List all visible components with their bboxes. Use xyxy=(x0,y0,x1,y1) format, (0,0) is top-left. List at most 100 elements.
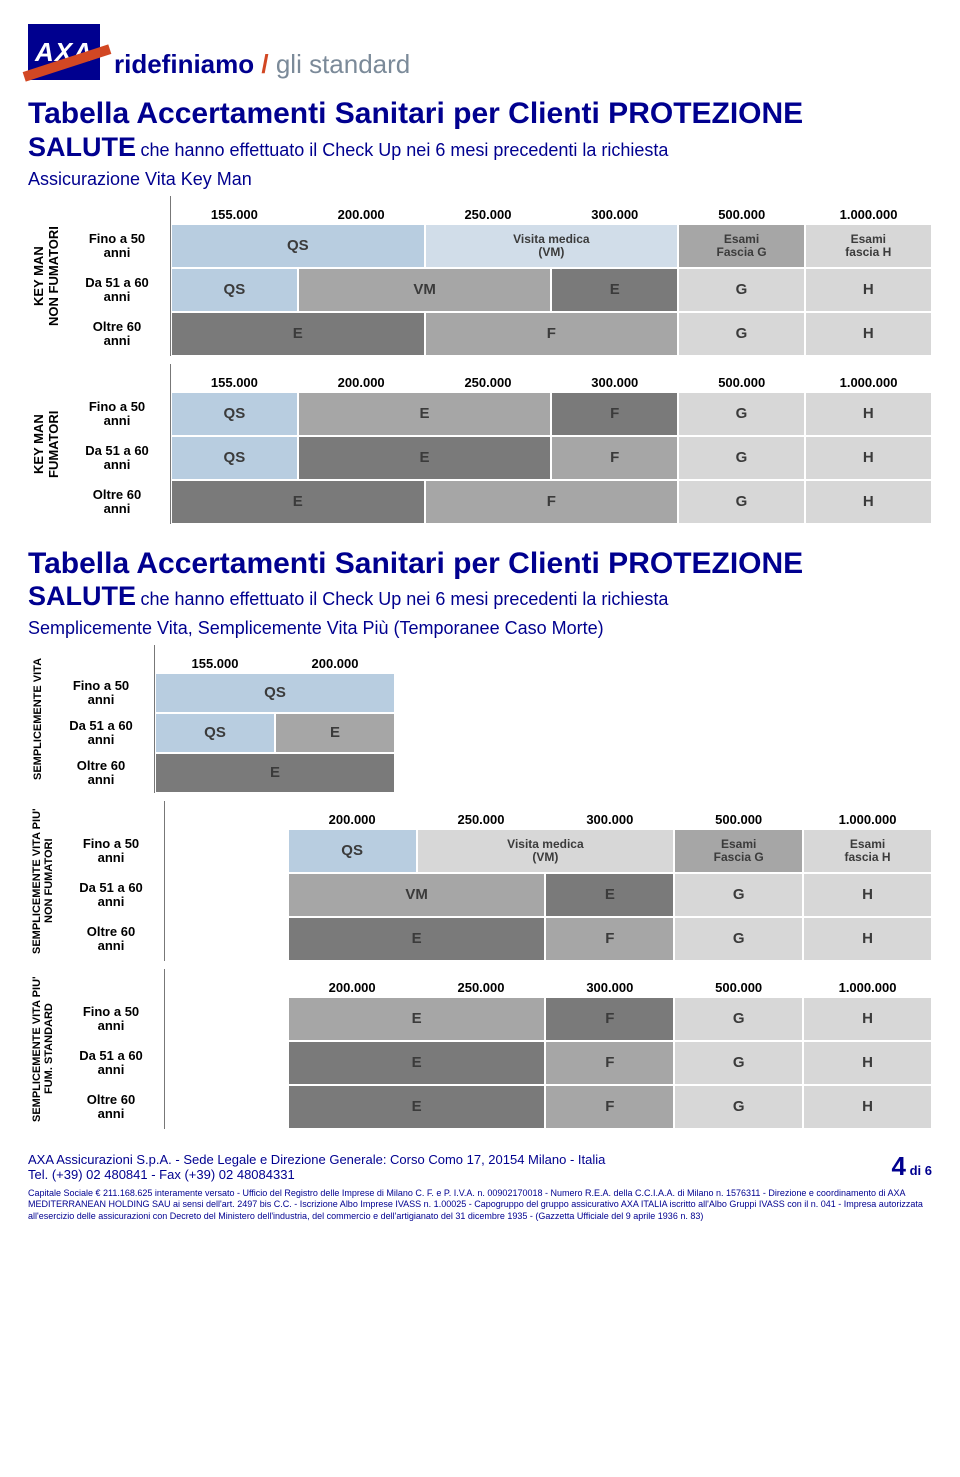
matrix-cell: E xyxy=(298,436,552,480)
matrix-cell: G xyxy=(678,480,805,524)
table-svp-fum-standard: SEMPLICEMENTE VITA PIU' FUM. STANDARD Fi… xyxy=(28,969,932,1129)
column-headers: 200.000250.000300.000500.0001.000.000 xyxy=(165,801,932,829)
ylabel-sv-text: SEMPLICEMENTE VITA xyxy=(32,658,44,780)
matrix-cell: G xyxy=(678,392,805,436)
section1-rest: che hanno effettuato il Check Up nei 6 m… xyxy=(140,140,668,160)
rowlabel-b: anni xyxy=(104,502,131,516)
column-header: 250.000 xyxy=(425,207,552,224)
column-header: 250.000 xyxy=(417,980,546,997)
column-header: 300.000 xyxy=(545,980,674,997)
table-km-fumatori: KEY MAN FUMATORI Fino a 50 anni Da 51 a 6… xyxy=(28,364,932,524)
matrix-cell: H xyxy=(803,1041,932,1085)
grid-svp-nf: 200.000250.000300.000500.0001.000.000QSV… xyxy=(164,801,932,961)
matrix-cell: E xyxy=(288,1041,546,1085)
column-header: 155.000 xyxy=(171,375,298,392)
rowlabels: Fino a 50anni Da 51 a 60anni Oltre 60ann… xyxy=(64,196,170,356)
rowlabel-b: anni xyxy=(98,939,125,953)
column-header: 1.000.000 xyxy=(805,207,932,224)
grid-svp-f: 200.000250.000300.000500.0001.000.000EFG… xyxy=(164,969,932,1129)
column-header: 200.000 xyxy=(298,375,425,392)
footer-line1: AXA Assicurazioni S.p.A. - Sede Legale e… xyxy=(28,1152,605,1167)
matrix-cell: E xyxy=(155,753,395,793)
rowlabel-b: anni xyxy=(98,1107,125,1121)
table-row: QSVMEGH xyxy=(171,268,932,312)
rowlabels: Fino a 50anni Da 51 a 60anni Oltre 60ann… xyxy=(48,645,154,793)
column-header: 300.000 xyxy=(551,375,678,392)
matrix-cell: F xyxy=(545,1041,674,1085)
table-row: QSVisita medica (VM)Esami Fascia GEsami … xyxy=(171,224,932,268)
column-headers: 155.000200.000250.000300.000500.0001.000… xyxy=(171,364,932,392)
rowlabel: Da 51 a 60 xyxy=(85,444,149,458)
matrix-cell: QS xyxy=(171,268,298,312)
matrix-cell: G xyxy=(678,268,805,312)
column-headers: 200.000250.000300.000500.0001.000.000 xyxy=(165,969,932,997)
rowlabel: Da 51 a 60 xyxy=(79,1049,143,1063)
table-row: EFGH xyxy=(165,1041,932,1085)
table-row: QS xyxy=(155,673,932,713)
column-header: 500.000 xyxy=(678,375,805,392)
matrix-cell: E xyxy=(171,480,425,524)
column-header: 200.000 xyxy=(275,656,395,673)
grid-km-nf: 155.000200.000250.000300.000500.0001.000… xyxy=(170,196,932,356)
matrix-cell: G xyxy=(678,312,805,356)
axa-logo: AXA xyxy=(28,24,100,80)
rowlabel-b: anni xyxy=(104,290,131,304)
rowlabel: Da 51 a 60 xyxy=(85,276,149,290)
column-header: 300.000 xyxy=(545,812,674,829)
matrix-cell: Visita medica (VM) xyxy=(417,829,675,873)
section2-title: Tabella Accertamenti Sanitari per Client… xyxy=(28,548,932,580)
matrix-cell: H xyxy=(803,997,932,1041)
ylabel-km-f-b: FUMATORI xyxy=(46,410,61,477)
matrix-cell: F xyxy=(551,436,678,480)
page-number-big: 4 xyxy=(892,1151,906,1181)
matrix-cell: F xyxy=(425,480,679,524)
ylabel-svp-f: SEMPLICEMENTE VITA PIU' FUM. STANDARD xyxy=(28,969,58,1129)
rowlabel-b: anni xyxy=(104,246,131,260)
tagline: ridefiniamo / gli standard xyxy=(114,49,410,80)
matrix-cell: F xyxy=(551,392,678,436)
rowlabel-b: anni xyxy=(98,1063,125,1077)
table-row: EFGH xyxy=(165,1085,932,1129)
matrix-cell: H xyxy=(805,268,932,312)
ylabel-svp-nf-b: NON FUMATORI xyxy=(43,808,55,954)
matrix-cell: E xyxy=(551,268,678,312)
matrix-cell: Esami Fascia G xyxy=(674,829,803,873)
rowlabel: Da 51 a 60 xyxy=(69,719,133,733)
matrix-cell: G xyxy=(674,997,803,1041)
rowlabel-b: anni xyxy=(88,693,115,707)
ylabel-km-f: KEY MAN FUMATORI xyxy=(28,364,64,524)
table-row: EFGH xyxy=(165,997,932,1041)
rowlabel: Fino a 50 xyxy=(89,400,145,414)
section1-sub2: Assicurazione Vita Key Man xyxy=(28,169,932,190)
matrix-cell: E xyxy=(275,713,395,753)
tagline-bold: ridefiniamo xyxy=(114,49,254,79)
column-header: 1.000.000 xyxy=(803,980,932,997)
column-header: 500.000 xyxy=(674,812,803,829)
footer-legal: Capitale Sociale € 211.168.625 interamen… xyxy=(28,1188,932,1222)
rowlabel: Oltre 60 xyxy=(87,925,135,939)
rowlabels: Fino a 50anni Da 51 a 60anni Oltre 60ann… xyxy=(64,364,170,524)
matrix-cell: QS xyxy=(171,224,425,268)
section1-title: Tabella Accertamenti Sanitari per Client… xyxy=(28,98,932,130)
rowlabel-b: anni xyxy=(98,851,125,865)
section1-subtitle: SALUTE che hanno effettuato il Check Up … xyxy=(28,132,932,163)
footer: AXA Assicurazioni S.p.A. - Sede Legale e… xyxy=(28,1151,932,1222)
column-header: 500.000 xyxy=(678,207,805,224)
matrix-cell: F xyxy=(545,1085,674,1129)
matrix-cell: H xyxy=(803,1085,932,1129)
rowlabel: Oltre 60 xyxy=(93,488,141,502)
table-row: QSEFGH xyxy=(171,392,932,436)
column-header: 200.000 xyxy=(288,980,417,997)
table-row: EFGH xyxy=(171,312,932,356)
matrix-cell: VM xyxy=(288,873,546,917)
matrix-cell: G xyxy=(674,873,803,917)
matrix-cell: Esami fascia H xyxy=(803,829,932,873)
section1-lead: SALUTE xyxy=(28,132,136,162)
matrix-cell: Esami fascia H xyxy=(805,224,932,268)
section2-sub2: Semplicemente Vita, Semplicemente Vita P… xyxy=(28,618,932,639)
matrix-cell: H xyxy=(805,312,932,356)
table-row: EFGH xyxy=(165,917,932,961)
rowlabel-b: anni xyxy=(98,1019,125,1033)
matrix-cell: E xyxy=(288,917,546,961)
matrix-cell: H xyxy=(803,917,932,961)
